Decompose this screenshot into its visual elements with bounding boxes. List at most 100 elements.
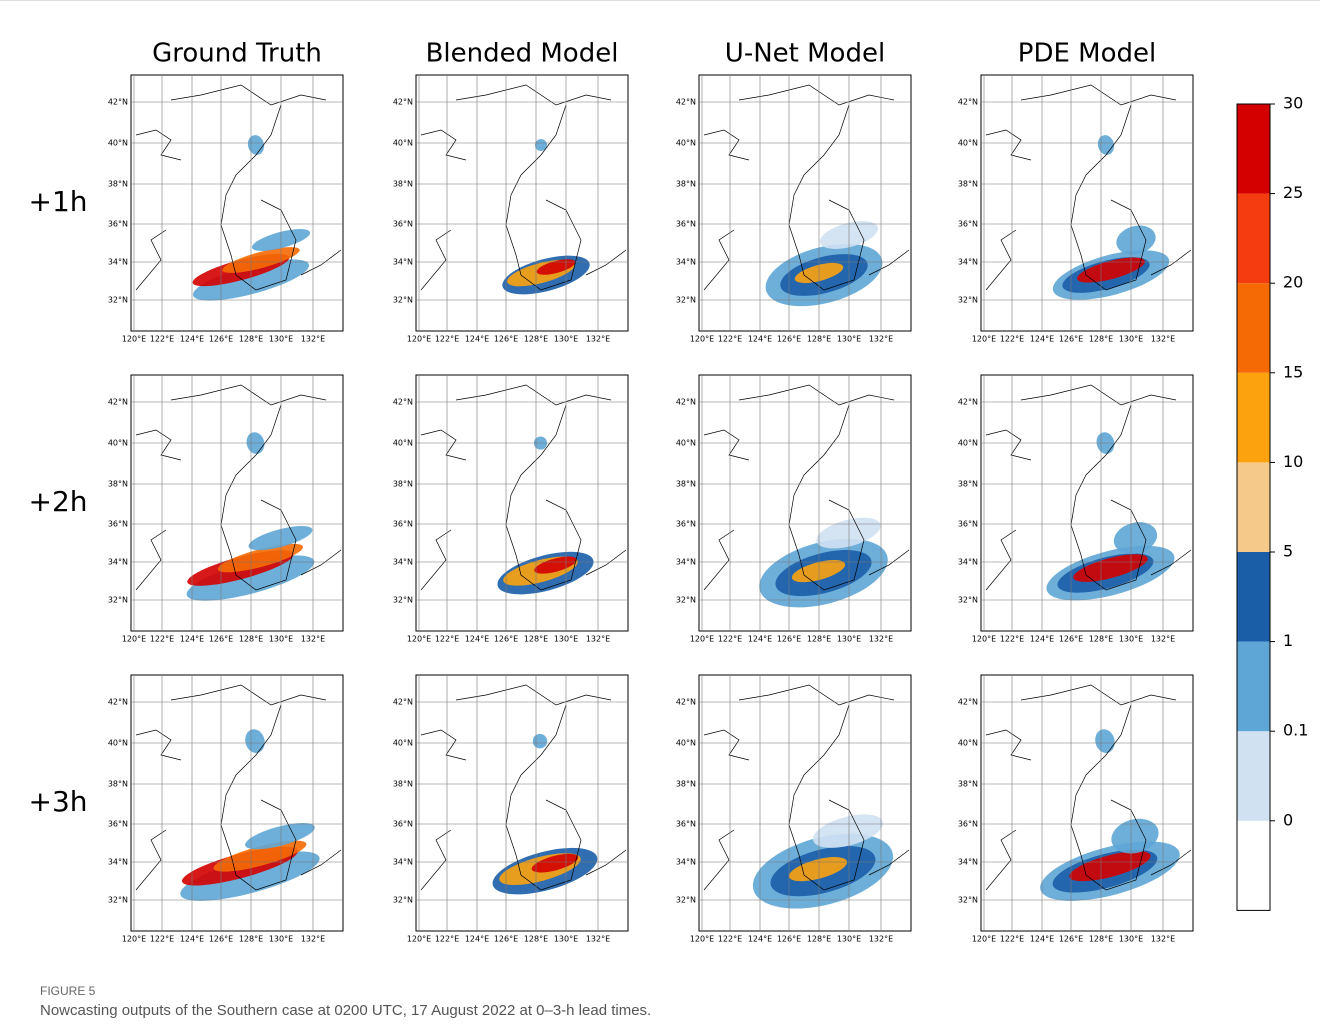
lon-label: 122°E — [1000, 335, 1024, 344]
precip-area — [245, 822, 315, 850]
lon-label: 126°E — [209, 635, 233, 644]
lat-label: 38°N — [108, 480, 128, 489]
precip-area — [245, 729, 265, 753]
lon-label: 124°E — [1030, 335, 1054, 344]
precip-area — [222, 247, 300, 273]
lon-label: 124°E — [748, 635, 772, 644]
colorbar-segment — [1237, 820, 1270, 911]
lon-label: 132°E — [869, 335, 893, 344]
lon-label: 132°E — [301, 635, 325, 644]
lat-label: 36°N — [676, 220, 696, 229]
lon-label: 126°E — [1059, 635, 1083, 644]
lat-label: 40°N — [676, 739, 696, 748]
lat-label: 40°N — [393, 139, 413, 148]
colorbar-label: 5 — [1283, 542, 1293, 561]
lon-label: 128°E — [807, 935, 831, 944]
map-panel: 42°N 40°N 38°N 36°N 34°N 32°N 120°E 122°E 124°E 1… — [676, 374, 912, 644]
lat-label: 40°N — [676, 139, 696, 148]
lat-label: 34°N — [393, 258, 413, 267]
row-label: +3h — [28, 785, 87, 818]
lon-label: 124°E — [180, 935, 204, 944]
lon-label: 124°E — [180, 635, 204, 644]
lon-label: 128°E — [524, 335, 548, 344]
lon-label: 126°E — [494, 635, 518, 644]
lat-label: 36°N — [108, 820, 128, 829]
lon-label: 122°E — [150, 635, 174, 644]
lat-label: 34°N — [958, 558, 978, 567]
lon-label: 128°E — [1089, 635, 1113, 644]
column-title: Ground Truth — [152, 39, 322, 69]
lat-label: 42°N — [676, 98, 696, 107]
lon-label: 120°E — [122, 935, 146, 944]
lat-label: 34°N — [676, 858, 696, 867]
lat-label: 36°N — [676, 520, 696, 529]
colorbar-label: 25 — [1283, 183, 1303, 202]
lon-label: 128°E — [1089, 335, 1113, 344]
lon-label: 122°E — [718, 335, 742, 344]
lat-label: 42°N — [958, 98, 978, 107]
lat-label: 36°N — [958, 520, 978, 529]
lon-label: 124°E — [465, 635, 489, 644]
lon-label: 120°E — [122, 635, 146, 644]
lat-label: 34°N — [676, 558, 696, 567]
lat-label: 36°N — [108, 520, 128, 529]
lat-label: 36°N — [958, 220, 978, 229]
precip-area — [1073, 554, 1148, 582]
lat-label: 38°N — [676, 780, 696, 789]
lat-label: 34°N — [958, 858, 978, 867]
colorbar-label: 1 — [1283, 631, 1293, 650]
lon-label: 128°E — [1089, 935, 1113, 944]
lon-label: 124°E — [1030, 935, 1054, 944]
lat-label: 36°N — [676, 820, 696, 829]
lat-label: 32°N — [676, 296, 696, 305]
precip-area — [532, 733, 548, 749]
colorbar-segment — [1237, 552, 1270, 642]
coastline — [703, 384, 910, 591]
coastline — [135, 84, 342, 291]
lat-label: 34°N — [958, 258, 978, 267]
colorbar-segment — [1237, 104, 1270, 194]
lat-label: 40°N — [676, 439, 696, 448]
lat-label: 32°N — [958, 296, 978, 305]
lon-label: 126°E — [494, 335, 518, 344]
lon-label: 122°E — [435, 935, 459, 944]
lon-label: 132°E — [1151, 935, 1175, 944]
precip-area — [248, 526, 313, 551]
lon-label: 120°E — [122, 335, 146, 344]
column-title: Blended Model — [426, 39, 619, 69]
lon-label: 130°E — [554, 635, 578, 644]
caption-text: Nowcasting outputs of the Southern case … — [40, 1002, 651, 1019]
lon-label: 122°E — [718, 635, 742, 644]
lon-label: 128°E — [239, 635, 263, 644]
lon-label: 120°E — [690, 935, 714, 944]
lon-label: 122°E — [435, 335, 459, 344]
map-panel: 42°N 40°N 38°N 36°N 34°N 32°N 120°E 122°E 124°E 1… — [108, 374, 344, 644]
lon-label: 128°E — [524, 635, 548, 644]
lat-label: 34°N — [108, 558, 128, 567]
lon-label: 132°E — [301, 935, 325, 944]
lon-label: 122°E — [150, 335, 174, 344]
coastline — [985, 384, 1192, 591]
column-title: U-Net Model — [725, 39, 885, 69]
map-frame — [130, 74, 344, 332]
lon-label: 126°E — [1059, 935, 1083, 944]
lat-label: 36°N — [393, 220, 413, 229]
precip-area — [1095, 729, 1115, 753]
lat-label: 40°N — [958, 439, 978, 448]
lon-label: 130°E — [269, 635, 293, 644]
lat-label: 36°N — [393, 520, 413, 529]
lat-label: 40°N — [958, 139, 978, 148]
lon-label: 120°E — [407, 935, 431, 944]
coastline — [985, 84, 1192, 291]
lon-label: 126°E — [494, 935, 518, 944]
lat-label: 38°N — [393, 480, 413, 489]
lon-label: 124°E — [180, 335, 204, 344]
coastline — [135, 384, 342, 591]
coastline — [420, 384, 627, 591]
precip-area — [816, 517, 881, 549]
precip-area — [788, 857, 848, 882]
lat-label: 40°N — [393, 439, 413, 448]
lat-label: 32°N — [958, 896, 978, 905]
map-panel: 42°N 40°N 38°N 36°N 34°N 32°N 120°E 122°E 124°E 1… — [393, 374, 629, 644]
lon-label: 120°E — [690, 635, 714, 644]
